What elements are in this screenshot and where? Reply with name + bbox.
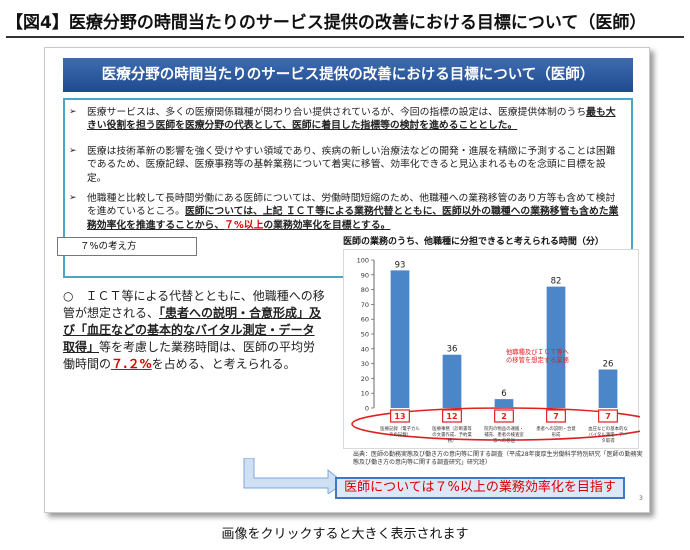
bar-value-label: 26 xyxy=(603,360,614,370)
enlarge-caption: 画像をクリックすると大きく表示されます xyxy=(221,527,469,542)
concept-part: ○ ＩＣＴ等による代替とともに、他職種への移管が想定される、 xyxy=(63,289,325,320)
x-tick-label: 等への移送 xyxy=(493,437,516,444)
x-tick-label: タ取得 xyxy=(601,437,615,444)
bullet-item: ➢ 他職種と比較して長時間労働にある医師については、労働時間短縮のため、他職種へ… xyxy=(69,192,625,232)
shared-value-label: 12 xyxy=(446,412,457,421)
arrow-bullet-icon: ➢ xyxy=(69,193,77,203)
shared-portion-box xyxy=(494,409,514,423)
slide-title: 医療分野の時間当たりのサービス提供の改善における目標について（医師） xyxy=(63,58,633,92)
bullet-text: 医療サービスは、多くの医療関係職種が関わり合い提供されているが、今回の指標の設定… xyxy=(87,107,587,118)
bullet-text: 他職種と比較して長時間労働にある医師については、労働時間短縮のため、他職種への業… xyxy=(87,193,616,218)
source-note: 出典：医師の勤務実態及び働き方の意向等に関する調査（平成28年度厚生労働科学特別… xyxy=(353,451,643,466)
bar xyxy=(598,369,618,408)
chart-title: 医師の業務のうち、他職種に分担できると考えられる時間（分） xyxy=(343,237,604,247)
y-tick-label: 50 xyxy=(361,331,369,339)
concept-label-box: ７%の考え方 xyxy=(57,237,197,256)
page-heading: 【図4】医療分野の時間当たりのサービス提供の改善における目標について（医師） xyxy=(6,8,684,38)
y-tick-label: 0 xyxy=(365,405,369,413)
y-tick-label: 30 xyxy=(361,360,369,368)
concept-percent: ７.２% xyxy=(111,357,152,371)
x-tick-label: 血圧などの基本的な xyxy=(588,425,628,432)
bar-value-label: 93 xyxy=(395,260,406,270)
x-tick-label: 患者への説明・合意 xyxy=(536,425,576,432)
concept-part: 等を考慮した業務時間は、医師の平均労働時間の xyxy=(63,340,316,371)
bar xyxy=(494,399,514,408)
bar-chart: 0 10 20 30 40 50 60 70 80 90 100 93 13 医療記録（電子カル テの記載）… xyxy=(343,249,640,449)
y-tick-label: 80 xyxy=(361,286,369,294)
concept-part: を占める、と考えられる。 xyxy=(151,357,296,371)
y-tick-label: 20 xyxy=(361,375,369,383)
slide-image[interactable]: 医療分野の時間当たりのサービス提供の改善における目標について（医師） ➢ 医療サ… xyxy=(44,47,650,513)
bullet-emphasis: 医師については、上記 ＩＣＴ等による業務代替とともに、医師以外の職種への業務移管… xyxy=(87,206,619,231)
x-tick-label: 形成 xyxy=(552,431,561,438)
x-tick-label: テの記載） xyxy=(389,431,411,438)
arrow-bullet-icon: ➢ xyxy=(69,107,77,117)
bar xyxy=(546,286,566,408)
y-tick-label: 10 xyxy=(361,390,369,398)
y-tick-label: 90 xyxy=(361,271,369,279)
shared-value-label: 7 xyxy=(553,412,559,421)
chart-svg: 0 10 20 30 40 50 60 70 80 90 100 93 13 医療記録（電子カルテの記載）… xyxy=(351,257,640,444)
concept-emphasis: 「患者への説明・合意形成」及び「血圧などの基本的なバイタル測定・データ取得」 xyxy=(63,306,322,354)
page-number: 3 xyxy=(639,495,643,502)
x-tick-label: 医療記録（電子カル xyxy=(380,425,420,432)
goal-box: 医師については７%以上の業務効率化を目指す xyxy=(335,477,625,499)
x-tick-label: 補充、患者の検査室 xyxy=(484,431,524,438)
x-tick-label: バイタル測定・デー xyxy=(588,431,627,438)
shared-portion-box xyxy=(390,409,410,423)
x-tick-label: 院内の物品の運搬・ xyxy=(484,425,524,432)
shared-portion-box xyxy=(442,409,462,423)
shared-portion-box xyxy=(546,409,566,423)
y-tick-label: 60 xyxy=(361,316,369,324)
bullet-item: ➢ 医療サービスは、多くの医療関係職種が関わり合い提供されているが、今回の指標の… xyxy=(69,106,625,133)
chart-annotation: 他職種及びＩＣＴ等へ xyxy=(506,347,569,356)
bullet-emphasis: の業務効率化を目標とする。 xyxy=(263,219,391,231)
x-tick-label: 医療事務（診断書等 xyxy=(432,425,472,432)
bar-value-label: 82 xyxy=(551,277,562,287)
shared-value-label: 2 xyxy=(501,412,507,421)
y-tick-label: 70 xyxy=(361,301,369,309)
bar-value-label: 6 xyxy=(501,389,506,399)
bar xyxy=(390,270,410,408)
chart-annotation: の移管を想定する業務 xyxy=(506,355,570,364)
bar xyxy=(442,354,462,408)
target-percent: ７%以上 xyxy=(224,219,264,231)
bullet-item: ➢ 医療は技術革新の影響を強く受けやすい領域であり、疾病の新しい治療法などの開発… xyxy=(69,145,625,185)
bent-arrow-icon xyxy=(243,458,345,494)
x-tick-label: 務） xyxy=(448,437,457,444)
x-tick-label: の文書作成、予約業 xyxy=(432,431,472,438)
shared-value-label: 7 xyxy=(605,412,611,421)
arrow-bullet-icon: ➢ xyxy=(69,146,77,156)
concept-text: ○ ＩＣＴ等による代替とともに、他職種への移管が想定される、「患者への説明・合意… xyxy=(63,288,325,373)
shared-value-label: 13 xyxy=(394,412,405,421)
bullet-emphasis: 最も大きい役割を担う医師を医療分野の代表として、医師に着目した指標等の検討を進め… xyxy=(87,107,616,132)
bullet-text: 医療は技術革新の影響を強く受けやすい領域であり、疾病の新しい治療法などの開発・進… xyxy=(87,146,616,184)
y-tick-label: 40 xyxy=(361,345,369,353)
shared-portion-box xyxy=(598,409,618,423)
y-tick-label: 100 xyxy=(357,257,369,265)
bar-value-label: 36 xyxy=(447,345,458,355)
